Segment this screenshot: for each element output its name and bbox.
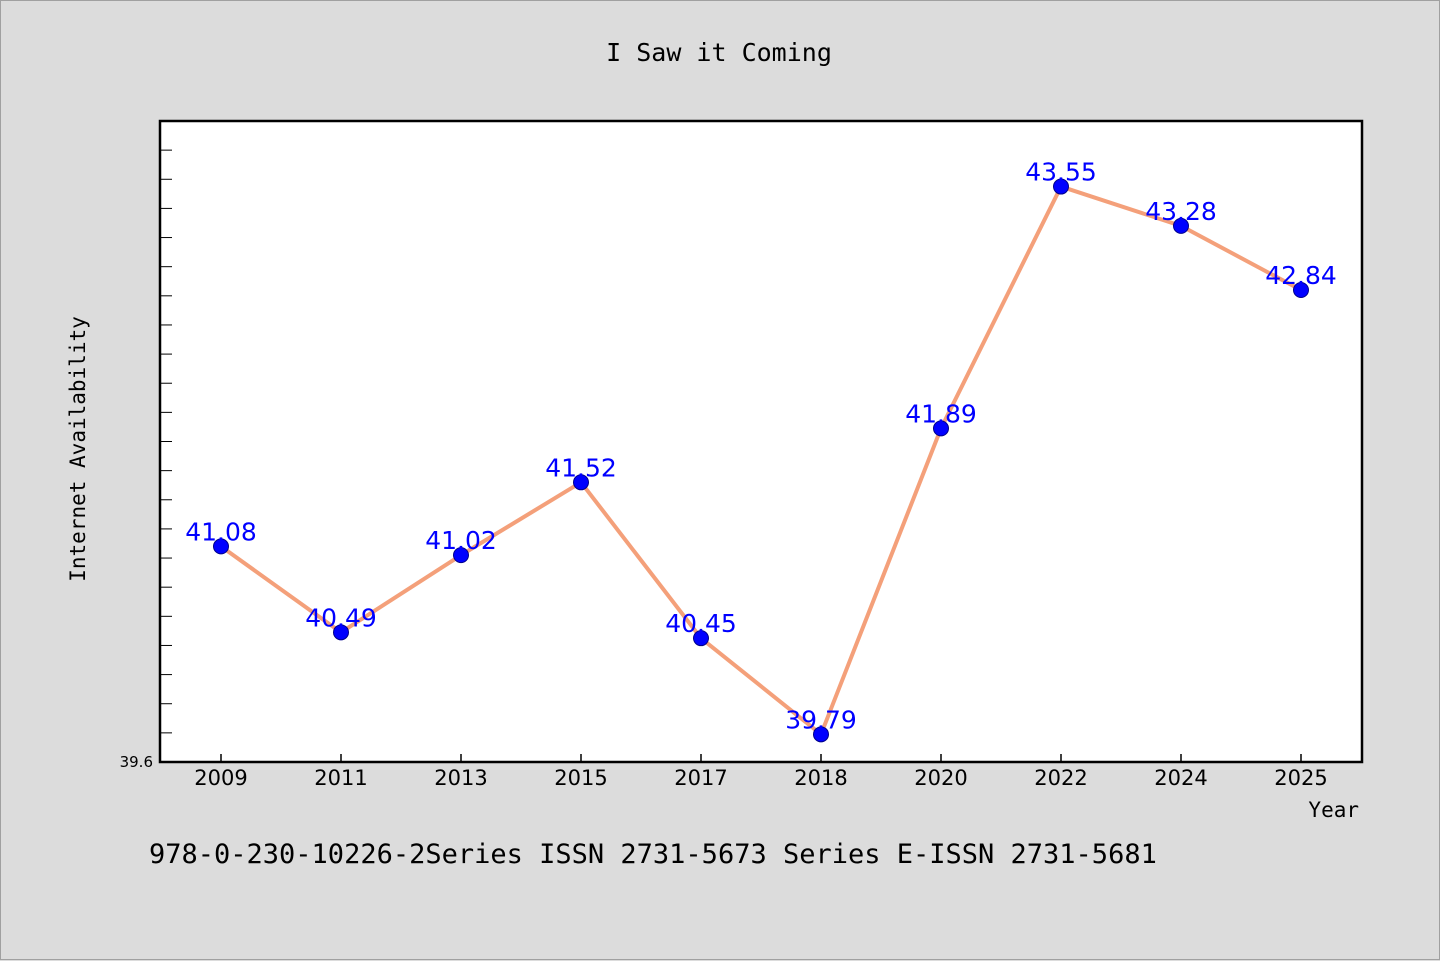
- data-point-marker: [933, 420, 949, 437]
- data-label: 39.79: [785, 705, 857, 734]
- x-tick-label: 2013: [434, 766, 487, 790]
- x-tick-label: 2018: [794, 766, 847, 790]
- series-markers: [213, 178, 1309, 743]
- data-label: 41.08: [185, 517, 257, 546]
- data-point-marker: [1053, 178, 1069, 195]
- x-axis-ticks: [220, 754, 1302, 762]
- y-axis-min-label: 39.6: [120, 753, 153, 771]
- data-point-marker: [693, 630, 709, 647]
- data-label: 40.45: [665, 609, 737, 638]
- x-tick-label: 2022: [1034, 766, 1087, 790]
- chart-title: I Saw it Coming: [606, 38, 832, 67]
- data-point-marker: [1293, 281, 1309, 298]
- data-point-marker: [453, 547, 469, 564]
- data-label: 43.55: [1025, 158, 1097, 187]
- x-tick-label: 2017: [674, 766, 727, 790]
- x-tick-label: 2025: [1274, 766, 1327, 790]
- data-point-marker: [1173, 217, 1189, 234]
- data-label: 41.02: [425, 526, 497, 555]
- x-tick-label: 2009: [194, 766, 247, 790]
- plot-area: [158, 119, 1364, 764]
- data-label: 40.49: [305, 603, 377, 632]
- series-line: [219, 184, 1302, 737]
- data-labels: 41.08 40.49 41.02 41.52 40.45 39.79 41.89 43.55…: [185, 158, 1337, 735]
- data-point-marker: [333, 624, 349, 641]
- footer-isbn-issn-text: 978-0-230-10226-2Series ISSN 2731-5673 S…: [149, 839, 1157, 870]
- data-label: 41.89: [905, 399, 977, 428]
- x-tick-label: 2011: [314, 766, 367, 790]
- x-tick-label: 2015: [554, 766, 607, 790]
- data-label: 43.28: [1145, 197, 1217, 226]
- y-axis-ticks: [160, 149, 172, 734]
- data-point-marker: [573, 474, 589, 491]
- y-axis-label: Internet Availability: [66, 316, 90, 582]
- x-axis-label: Year: [1308, 798, 1359, 822]
- data-label: 42.84: [1265, 261, 1337, 290]
- data-point-marker: [813, 726, 829, 743]
- data-label: 41.52: [545, 453, 617, 482]
- x-tick-label: 2024: [1154, 766, 1207, 790]
- data-point-marker: [213, 538, 229, 555]
- x-axis-tick-labels: 2009 2011 2013 2015 2017 2018 2020 2022 2024 2025: [194, 766, 1327, 790]
- x-tick-label: 2020: [914, 766, 967, 790]
